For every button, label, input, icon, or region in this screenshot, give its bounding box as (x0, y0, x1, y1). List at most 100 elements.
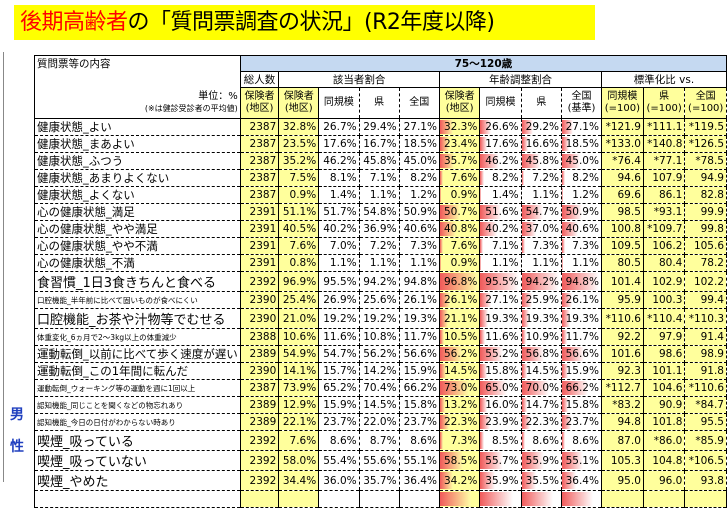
adjusted-value: 16.0% (485, 399, 518, 411)
standardized-ratio: *109.7 (643, 221, 684, 238)
adjusted-rate: 19.3% (562, 309, 602, 329)
standardized-ratio: *133.0 (601, 136, 643, 153)
standardized-ratio: *86.0 (643, 431, 684, 451)
adjusted-rate: 23.4% (439, 136, 479, 153)
adjusted-rate: 14.5% (439, 363, 479, 380)
adjusted-rate: 15.9% (562, 363, 602, 380)
applicable-rate: 35.2% (279, 153, 319, 170)
standardized-ratio: 92.2 (601, 329, 643, 346)
applicable-rate: 96.9% (279, 272, 319, 292)
adjusted-rate: 35.5% (521, 471, 561, 491)
adjusted-value: 15.8% (485, 365, 518, 377)
adjusted-rate: 15.8% (480, 363, 521, 380)
total-count: 2391 (240, 238, 278, 255)
applicable-rate: 7.6% (279, 431, 319, 451)
adjusted-value: 70.0% (526, 382, 559, 394)
adjusted-rate: 37.0% (521, 221, 561, 238)
row-label: 運動転倒_ウォーキング等の運動を週に1回以上 (35, 380, 241, 397)
total-count: 2387 (240, 136, 278, 153)
adjusted-rate: 7.3% (562, 238, 602, 255)
sex-label-1: 男 (10, 404, 24, 424)
standardized-ratio: 100.8 (601, 221, 643, 238)
total-count: 2391 (240, 204, 278, 221)
adjusted-value: 7.3% (572, 240, 599, 252)
applicable-rate: 1.1% (359, 255, 399, 272)
standardized-ratio: *78.5 (685, 153, 727, 170)
standardized-ratio: *76.4 (601, 153, 643, 170)
adjusted-rate: 7.2% (521, 170, 561, 187)
adjusted-value: 26.6% (485, 121, 518, 133)
empty-cell (240, 491, 278, 508)
applicable-rate: 8.7% (359, 431, 399, 451)
applicable-rate: 94.2% (359, 272, 399, 292)
adjusted-value: 35.5% (526, 475, 559, 487)
adjusted-rate: 1.1% (562, 255, 602, 272)
total-count: 2387 (240, 119, 278, 136)
adjusted-rate: 1.1% (521, 255, 561, 272)
standardized-ratio: 95.0 (601, 471, 643, 491)
adjusted-value: 55.2% (485, 348, 518, 360)
standardized-ratio: 101.8 (643, 414, 684, 431)
total-count: 2392 (240, 431, 278, 451)
adjusted-rate: 8.6% (562, 431, 602, 451)
standardized-ratio: 105.3 (601, 451, 643, 471)
total-count: 2391 (240, 255, 278, 272)
applicable-rate: 0.9% (279, 187, 319, 204)
adjusted-rate: 35.7% (439, 153, 479, 170)
adjusted-value: 26.1% (566, 294, 599, 306)
total-count: 2390 (240, 363, 278, 380)
column-header: 同規模 (480, 88, 521, 119)
row-label: 運動転倒_この1年間に転んだ (35, 363, 241, 380)
standardized-ratio: *83.2 (601, 397, 643, 414)
adjusted-value: 8.2% (572, 172, 599, 184)
adjusted-value: 0.9% (451, 257, 478, 269)
applicable-rate: 15.7% (319, 363, 359, 380)
adjusted-value: 14.5% (444, 365, 477, 377)
adjusted-rate: 7.3% (439, 431, 479, 451)
data-bar (522, 239, 525, 253)
standardized-ratio: *110.3 (685, 309, 727, 329)
adjusted-rate: 26.1% (439, 292, 479, 309)
applicable-rate: 19.3% (399, 309, 439, 329)
adjusted-rate: 73.0% (439, 380, 479, 397)
adjusted-value: 55.7% (485, 455, 518, 467)
age-group-header: 75～120歳 (240, 56, 726, 72)
standardized-ratio: 87.0 (601, 431, 643, 451)
applicable-rate: 56.6% (399, 346, 439, 363)
adjusted-value: 45.0% (566, 155, 599, 167)
data-bar (480, 432, 483, 449)
standardized-ratio: *110.6 (685, 380, 727, 397)
empty-cell (480, 491, 521, 508)
adjusted-rate: 11.7% (562, 329, 602, 346)
standardized-ratio: 94.6 (601, 170, 643, 187)
total-header: 総人数 (240, 72, 278, 88)
column-header: 全国 (基準) (562, 88, 602, 119)
adjusted-value: 19.3% (485, 313, 518, 325)
row-label: 食習慣_1日3食きちんと食べる (35, 272, 241, 292)
adjusted-rate: 22.3% (439, 414, 479, 431)
adjusted-value: 56.2% (444, 348, 477, 360)
applicable-rate: 14.2% (359, 363, 399, 380)
adjusted-value: 1.1% (532, 189, 559, 201)
applicable-rate: 56.2% (359, 346, 399, 363)
standardized-ratio: 105.6 (685, 238, 727, 255)
adjusted-value: 0.9% (451, 189, 478, 201)
adjusted-value: 1.1% (492, 257, 519, 269)
applicable-rate: 46.2% (319, 153, 359, 170)
adjusted-header: 年齢調整割合 (439, 72, 601, 88)
adjusted-rate: 55.1% (562, 451, 602, 471)
row-label: 健康状態_よくない (35, 187, 241, 204)
empty-cell (35, 491, 241, 508)
applicable-rate: 25.4% (279, 292, 319, 309)
column-header: 県 (521, 88, 561, 119)
data-bar (440, 432, 443, 449)
standardized-ratio: 90.9 (643, 397, 684, 414)
adjusted-rate: 95.5% (480, 272, 521, 292)
standardized-ratio: 98.9 (685, 346, 727, 363)
adjusted-rate: 51.6% (480, 204, 521, 221)
adjusted-value: 14.7% (526, 399, 559, 411)
